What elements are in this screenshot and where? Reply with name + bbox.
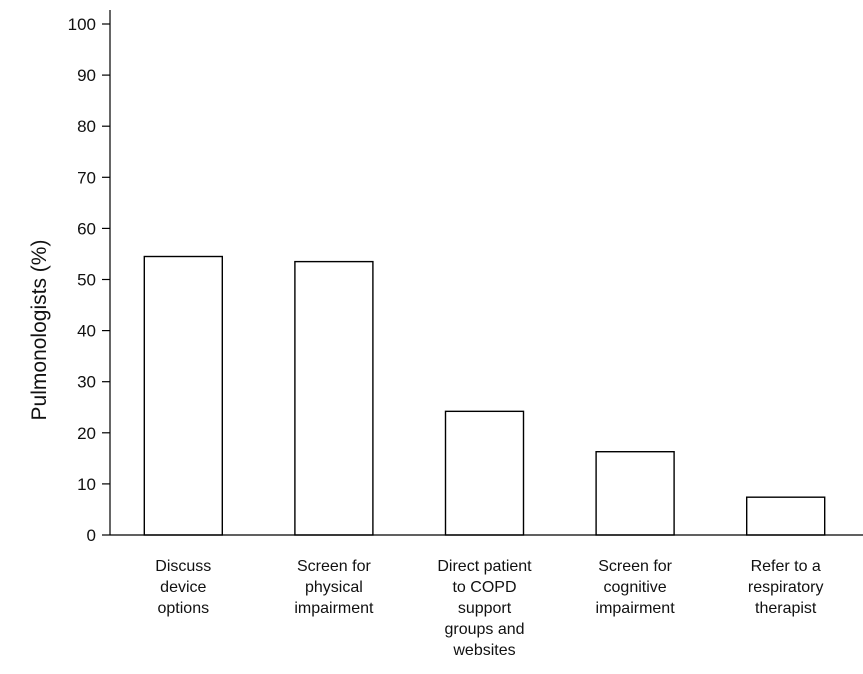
bar bbox=[746, 496, 826, 536]
bars-group bbox=[143, 255, 826, 536]
x-axis-labels: Discuss device options Screen for physical im… bbox=[155, 558, 823, 659]
y-tick-label: 100 bbox=[68, 15, 96, 34]
y-tick-label: 0 bbox=[87, 526, 96, 545]
x-category-label-line: groups and bbox=[444, 621, 524, 638]
x-category-label-line: device bbox=[160, 579, 206, 596]
x-category-label-line: cognitive bbox=[604, 579, 667, 596]
y-axis-title: Pulmonologists (%) bbox=[28, 240, 51, 421]
x-category-label: Screen for physical impairment bbox=[294, 558, 374, 617]
x-category-label-line: Direct patient bbox=[437, 558, 532, 575]
bar bbox=[143, 255, 224, 536]
y-tick-label: 80 bbox=[77, 117, 96, 136]
bar bbox=[595, 451, 675, 536]
y-tick-label: 60 bbox=[77, 219, 96, 238]
x-category-label-line: Screen for bbox=[598, 558, 672, 575]
y-tick-label: 90 bbox=[77, 66, 96, 85]
y-tick-label: 40 bbox=[77, 322, 96, 341]
y-tick-label: 10 bbox=[77, 475, 96, 494]
x-category-label-line: to COPD bbox=[452, 579, 516, 596]
y-tick-label: 50 bbox=[77, 271, 96, 290]
x-category-label-line: support bbox=[458, 600, 512, 617]
y-tick-label: 70 bbox=[77, 168, 96, 187]
x-category-label-line: impairment bbox=[294, 600, 374, 617]
x-category-label-line: websites bbox=[452, 642, 515, 659]
x-category-label-line: options bbox=[158, 600, 210, 617]
x-category-label-line: Refer to a bbox=[751, 558, 821, 575]
x-category-label-line: Screen for bbox=[297, 558, 371, 575]
x-category-label: Refer to a respiratory therapist bbox=[748, 558, 824, 617]
x-category-label: Screen for cognitive impairment bbox=[596, 558, 676, 617]
x-category-label: Discuss device options bbox=[155, 558, 211, 617]
x-category-label-line: impairment bbox=[596, 600, 676, 617]
y-tick-label: 30 bbox=[77, 373, 96, 392]
x-category-label-line: Discuss bbox=[155, 558, 211, 575]
x-category-label-line: therapist bbox=[755, 600, 817, 617]
x-category-label-line: respiratory bbox=[748, 579, 824, 596]
bar bbox=[294, 260, 374, 536]
x-category-label-line: physical bbox=[305, 579, 363, 596]
y-axis-ticks: 0 10 20 30 40 50 60 70 80 90 100 bbox=[68, 15, 110, 545]
bar bbox=[444, 410, 525, 536]
x-category-label: Direct patient to COPD support groups and we… bbox=[437, 558, 532, 659]
y-tick-label: 20 bbox=[77, 424, 96, 443]
